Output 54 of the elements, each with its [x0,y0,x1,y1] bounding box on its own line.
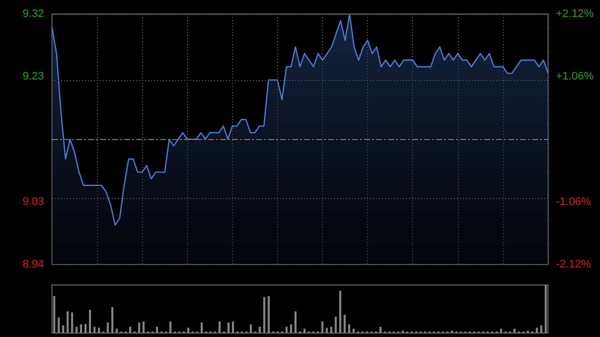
bar [106,322,109,333]
bar [321,321,324,333]
bar [326,328,328,333]
bar [250,324,252,333]
bar [129,326,132,333]
bar [339,290,342,333]
bar [330,326,332,333]
bar [53,296,56,333]
y2-tick-label: -1.06% [556,196,592,208]
y-tick-label: 9.32 [22,8,44,20]
bar [540,325,542,333]
bar [228,322,230,333]
y2-tick-label: +2.12% [556,8,594,20]
bar [66,311,69,333]
bar [500,328,502,333]
bar [334,316,337,333]
y-tick-label: 8.94 [22,258,44,270]
bar [71,312,74,333]
bar [88,310,91,333]
bar [352,328,355,333]
bar [111,307,114,333]
y-tick-label: 9.23 [22,70,44,83]
bar [98,328,100,333]
bar [258,326,261,333]
bar [200,322,203,333]
bar [286,326,288,333]
bar [303,328,306,333]
bar [187,328,190,333]
y2-tick-label: +1.06% [556,70,594,83]
bar [156,326,158,333]
bar [80,324,82,333]
bar [348,324,350,333]
y2-tick-label: -2.12% [556,258,592,270]
bar [536,328,538,333]
bar [263,297,266,333]
bar [62,325,64,333]
bar [116,328,118,333]
y-tick-label: 9.03 [22,196,44,208]
bar [76,326,78,333]
bar [294,311,297,333]
bar [138,322,140,333]
bar [268,296,270,333]
bar [232,321,234,333]
bar [544,285,547,333]
bar [93,326,96,333]
bar [379,326,382,333]
bar [142,321,145,333]
bar [218,321,221,333]
bar [513,328,516,333]
bar [58,318,60,333]
bar [290,324,292,333]
bar [169,321,172,333]
bar [344,314,346,333]
bar [84,324,87,333]
